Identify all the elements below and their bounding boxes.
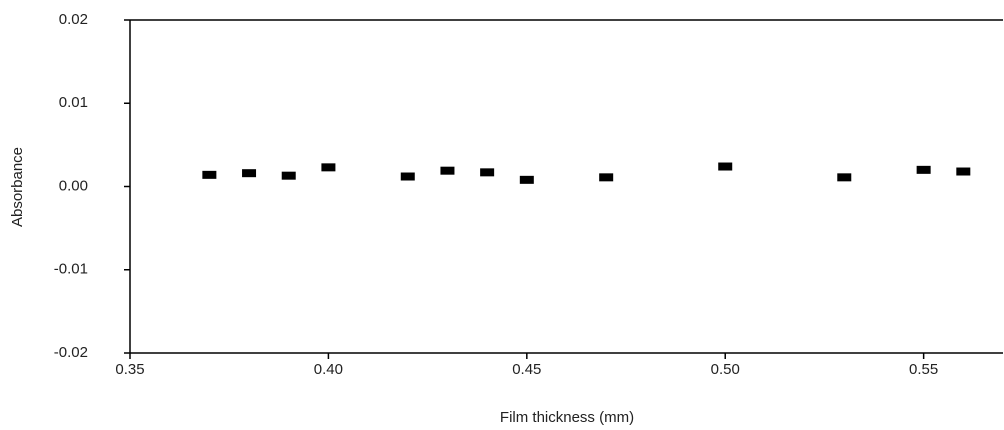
point [519,175,534,184]
y-tick-label: 0.01 [59,94,88,111]
point [718,162,733,171]
x-tick-label: 0.50 [711,361,740,378]
point [242,169,257,178]
y-tick-label: 0.00 [59,177,88,194]
x-tick-label: 0.55 [909,361,938,378]
x-axis-label: Film thickness (mm) [500,409,634,426]
x-tick-label: 0.40 [314,361,343,378]
y-tick-label: -0.01 [54,261,88,278]
x-tick-label: 0.35 [115,361,144,378]
point [202,170,217,179]
point [956,167,971,176]
point [400,172,415,181]
y-axis-label: Absorbance [9,147,26,227]
y-tick-label: -0.02 [54,344,88,361]
x-tick-label: 0.45 [512,361,541,378]
point [440,166,455,175]
point [281,171,296,180]
point [599,173,614,182]
point [916,165,931,174]
point [321,163,336,172]
point [480,168,495,177]
point [837,173,852,182]
y-tick-label: 0.02 [59,11,88,28]
